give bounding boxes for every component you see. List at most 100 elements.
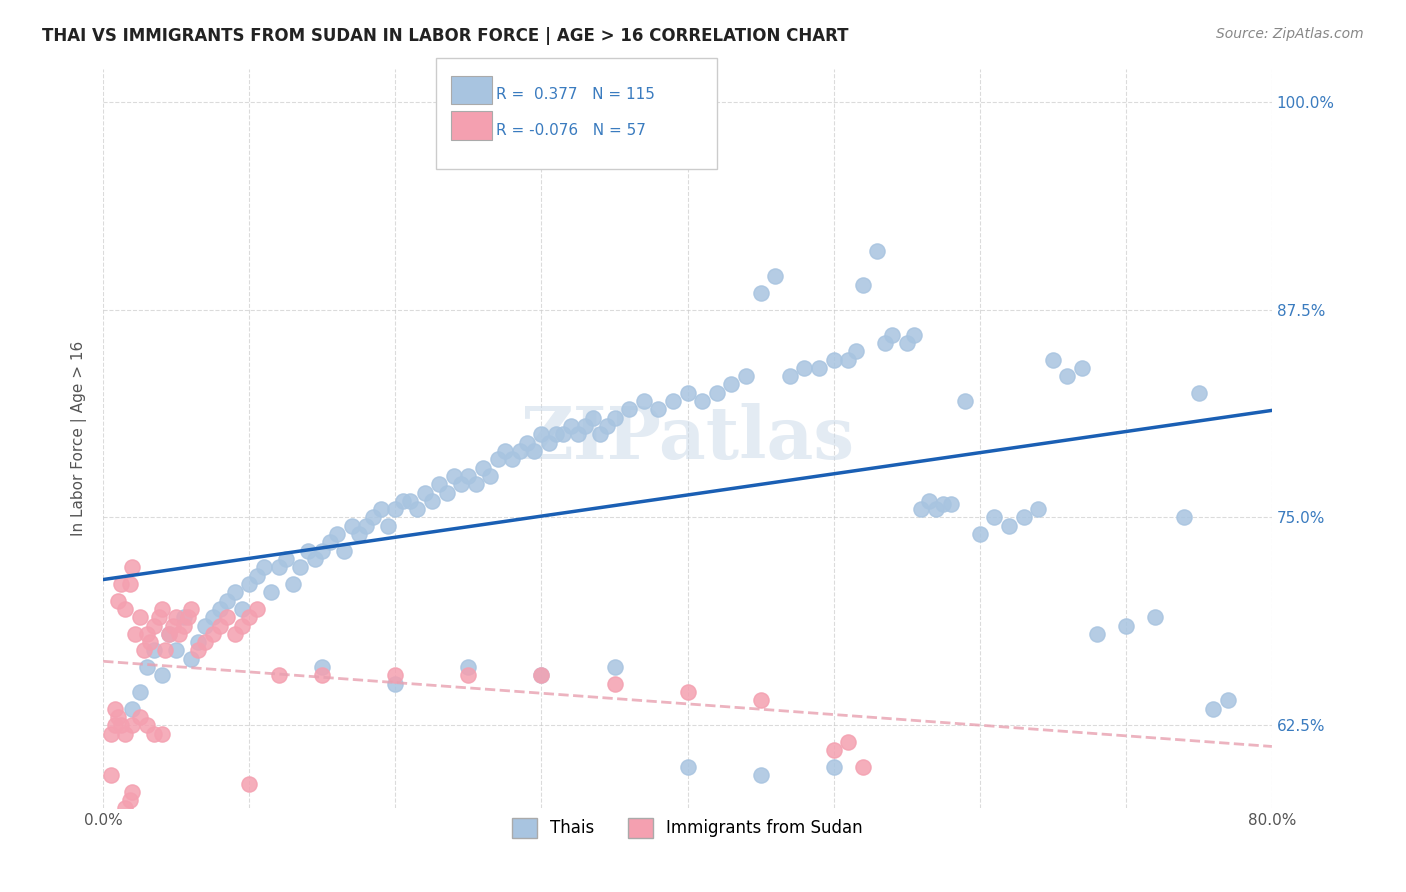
Point — [100, 726, 122, 740]
Point — [910, 502, 932, 516]
Point — [896, 335, 918, 350]
Point — [162, 618, 184, 632]
Point — [823, 835, 845, 849]
Point — [311, 668, 333, 682]
Point — [560, 419, 582, 434]
Point — [676, 385, 699, 400]
Point — [134, 643, 156, 657]
Point — [238, 776, 260, 790]
Point — [311, 543, 333, 558]
Point — [953, 394, 976, 409]
Point — [617, 402, 640, 417]
Point — [157, 627, 180, 641]
Point — [852, 760, 875, 774]
Point — [110, 718, 132, 732]
Point — [690, 394, 713, 409]
Point — [136, 660, 159, 674]
Point — [1216, 693, 1239, 707]
Point — [267, 668, 290, 682]
Point — [633, 394, 655, 409]
Point — [516, 435, 538, 450]
Point — [143, 726, 166, 740]
Point — [187, 635, 209, 649]
Point — [326, 527, 349, 541]
Point — [866, 244, 889, 259]
Point — [939, 497, 962, 511]
Point — [880, 327, 903, 342]
Point — [165, 643, 187, 657]
Point — [427, 477, 450, 491]
Point — [150, 602, 173, 616]
Point — [143, 643, 166, 657]
Point — [589, 427, 612, 442]
Point — [297, 543, 319, 558]
Point — [224, 585, 246, 599]
Point — [201, 627, 224, 641]
Point — [983, 510, 1005, 524]
Point — [676, 760, 699, 774]
Point — [464, 477, 486, 491]
Point — [253, 560, 276, 574]
Point — [180, 652, 202, 666]
Point — [553, 427, 575, 442]
Point — [998, 518, 1021, 533]
Point — [139, 635, 162, 649]
Point — [377, 518, 399, 533]
Point — [231, 618, 253, 632]
Point — [837, 735, 859, 749]
Point — [735, 369, 758, 384]
Point — [194, 618, 217, 632]
Point — [194, 635, 217, 649]
Point — [509, 444, 531, 458]
Point — [603, 410, 626, 425]
Point — [370, 502, 392, 516]
Point — [749, 693, 772, 707]
Point — [823, 760, 845, 774]
Point — [128, 610, 150, 624]
Point — [153, 643, 176, 657]
Text: ZIPatlas: ZIPatlas — [520, 403, 855, 474]
Point — [574, 419, 596, 434]
Point — [873, 335, 896, 350]
Point — [246, 602, 269, 616]
Point — [457, 668, 479, 682]
Point — [603, 677, 626, 691]
Point — [420, 493, 443, 508]
Point — [823, 352, 845, 367]
Point — [581, 410, 603, 425]
Point — [224, 627, 246, 641]
Point — [267, 560, 290, 574]
Point — [304, 552, 326, 566]
Point — [720, 377, 742, 392]
Point — [779, 369, 801, 384]
Point — [457, 469, 479, 483]
Point — [333, 543, 356, 558]
Point — [150, 726, 173, 740]
Point — [1026, 502, 1049, 516]
Point — [209, 618, 232, 632]
Point — [107, 710, 129, 724]
Point — [1085, 627, 1108, 641]
Point — [917, 493, 939, 508]
Point — [903, 327, 925, 342]
Point — [128, 710, 150, 724]
Point — [450, 477, 472, 491]
Point — [107, 593, 129, 607]
Point — [104, 701, 127, 715]
Point — [114, 602, 136, 616]
Point — [925, 502, 948, 516]
Text: THAI VS IMMIGRANTS FROM SUDAN IN LABOR FORCE | AGE > 16 CORRELATION CHART: THAI VS IMMIGRANTS FROM SUDAN IN LABOR F… — [42, 27, 849, 45]
Point — [384, 502, 406, 516]
Point — [100, 768, 122, 782]
Point — [1144, 610, 1167, 624]
Point — [852, 277, 875, 292]
Point — [124, 627, 146, 641]
Point — [384, 668, 406, 682]
Point — [311, 660, 333, 674]
Point — [391, 493, 413, 508]
Point — [793, 360, 815, 375]
Point — [274, 552, 297, 566]
Point — [340, 518, 363, 533]
Point — [845, 344, 868, 359]
Point — [749, 285, 772, 300]
